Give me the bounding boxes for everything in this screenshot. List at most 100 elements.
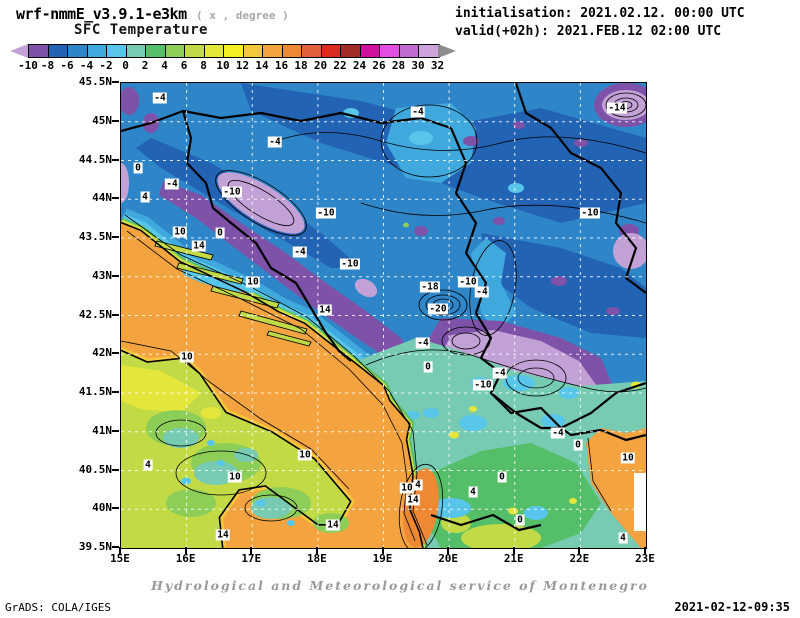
colorbar-tick-label: 16 — [274, 59, 289, 72]
colorbar-tick-label: 24 — [352, 59, 367, 72]
colorbar-segment — [68, 45, 88, 57]
colorbar-tick-label: 28 — [391, 59, 406, 72]
colorbar-segment — [399, 45, 419, 57]
latitude-tick-label: 45N — [92, 113, 112, 127]
longitude-tick-label: 21E — [503, 552, 524, 565]
colorbar-tick-label: -6 — [60, 59, 74, 72]
latitude-tick-label: 40.5N — [78, 462, 112, 476]
colorbar-tick-label: 26 — [372, 59, 386, 72]
latitude-tick-label: 45.5N — [78, 75, 112, 88]
longitude-tick-label: 18E — [306, 552, 327, 565]
colorbar-tick-label: -10 — [18, 59, 38, 72]
colorbar-segment — [341, 45, 361, 57]
latitude-tick-mark — [112, 158, 119, 161]
colorbar-tick-label: 2 — [141, 59, 149, 72]
latitude-tick-label: 43N — [92, 268, 112, 282]
longitude-tick-mark — [447, 547, 450, 554]
colorbar-tick-label: 14 — [255, 59, 269, 72]
temperature-map — [121, 83, 646, 548]
colorbar-tick-label: -2 — [99, 59, 113, 72]
latitude-tick-label: 44.5N — [78, 152, 112, 166]
colorbar-segment — [29, 45, 49, 57]
colorbar-tick-label: 12 — [235, 59, 250, 72]
colorbar-segment — [380, 45, 400, 57]
colorbar-tick-label: 32 — [430, 59, 445, 72]
colorbar-tick-label: 6 — [180, 59, 188, 72]
colorbar-above-range-arrow — [438, 44, 456, 58]
latitude-tick-label: 43.5N — [78, 230, 112, 243]
colorbar-segment — [48, 45, 68, 57]
longitude-tick-mark — [250, 547, 253, 554]
colorbar-tick-label: -4 — [79, 59, 94, 72]
colorbar-segment — [360, 45, 380, 57]
longitude-tick-mark — [184, 547, 187, 554]
colorbar-tick-label: 4 — [161, 59, 168, 72]
colorbar-segment — [146, 45, 166, 57]
latitude-tick-label: 39.5N — [78, 540, 112, 553]
latitude-tick-mark — [112, 313, 119, 316]
milder-light-blue-patches — [343, 103, 524, 333]
colorbar-segment — [321, 45, 341, 57]
latitude-tick-label: 40N — [92, 501, 112, 515]
colorbar-tick-label: 18 — [294, 59, 308, 72]
adriatic-sea-warm-fill — [121, 222, 423, 548]
colorbar-segment — [87, 45, 107, 57]
temperature-colorbar: -10 -8 -6 -4 -2 0 2 4 6 8 10 12 14 16 18 20 22 24 26 28 30 32 — [0, 0, 470, 76]
colorbar-segment — [204, 45, 224, 57]
colorbar-tick-label: 8 — [200, 59, 207, 72]
latitude-tick-mark — [112, 429, 119, 432]
colorbar-segment — [107, 45, 127, 57]
latitude-tick-label: 44N — [92, 191, 112, 205]
colorbar-segment — [185, 45, 205, 57]
colorbar-segment — [126, 45, 146, 57]
creation-timestamp: 2021-02-12-09:35 — [674, 600, 790, 614]
colorbar-tick-label: -8 — [40, 59, 55, 72]
longitude-tick-label: 23E — [635, 552, 655, 565]
longitude-tick-mark — [578, 547, 581, 554]
latitude-tick-mark — [112, 468, 119, 471]
field-title: SFC Temperature — [74, 22, 208, 38]
colorbar-segment — [224, 45, 244, 57]
colorbar-segment — [263, 45, 283, 57]
initialisation-time: initialisation: 2021.02.12. 00:00 UTC — [455, 6, 745, 21]
latitude-tick-label: 41N — [92, 423, 112, 437]
credit-line: Hydrological and Meteorological service … — [151, 578, 649, 593]
latitude-tick-mark — [112, 546, 119, 548]
colorbar-tick-label: 30 — [411, 59, 425, 72]
latitude-tick-mark — [112, 352, 119, 355]
latitude-tick-mark — [112, 197, 119, 200]
data-void-notch — [634, 473, 646, 531]
latitude-tick-mark — [112, 236, 119, 238]
colorbar-tick-label: 0 — [122, 59, 129, 72]
longitude-tick-mark — [512, 547, 515, 554]
latitude-tick-mark — [112, 81, 119, 83]
grads-credit: GrADS: COLA/IGES — [5, 601, 111, 614]
colorbar-tick-label: 20 — [313, 59, 328, 72]
longitude-tick-label: 17E — [241, 552, 262, 565]
latitude-tick-mark — [112, 119, 119, 122]
longitude-tick-label: 22E — [569, 552, 590, 565]
latitude-tick-mark — [112, 507, 119, 510]
colorbar-below-range-arrow — [10, 44, 28, 58]
latitude-tick-label: 42.5N — [78, 307, 112, 321]
latitude-tick-label: 41.5N — [78, 385, 112, 398]
colorbar-segment — [243, 45, 263, 57]
colorbar-tick-label: 22 — [333, 59, 347, 72]
map-frame — [120, 82, 647, 549]
colorbar-segment — [282, 45, 302, 57]
longitude-tick-mark — [381, 547, 384, 554]
longitude-tick-mark — [644, 547, 646, 554]
longitude-tick-label: 15E — [110, 552, 130, 565]
colorbar-segment — [165, 45, 185, 57]
colorbar-segments — [28, 44, 440, 58]
model-title: wrf-nmmE_v3.9.1-e3km — [16, 5, 187, 23]
gridlines — [121, 83, 646, 548]
colorbar-segment — [302, 45, 322, 57]
latitude-tick-label: 42N — [92, 346, 112, 360]
colorbar-tick-label: 10 — [216, 59, 230, 72]
longitude-tick-label: 20E — [438, 552, 459, 565]
title-units: ( x , degree ) — [196, 9, 289, 22]
longitude-tick-label: 16E — [175, 552, 196, 565]
longitude-tick-mark — [119, 547, 121, 554]
